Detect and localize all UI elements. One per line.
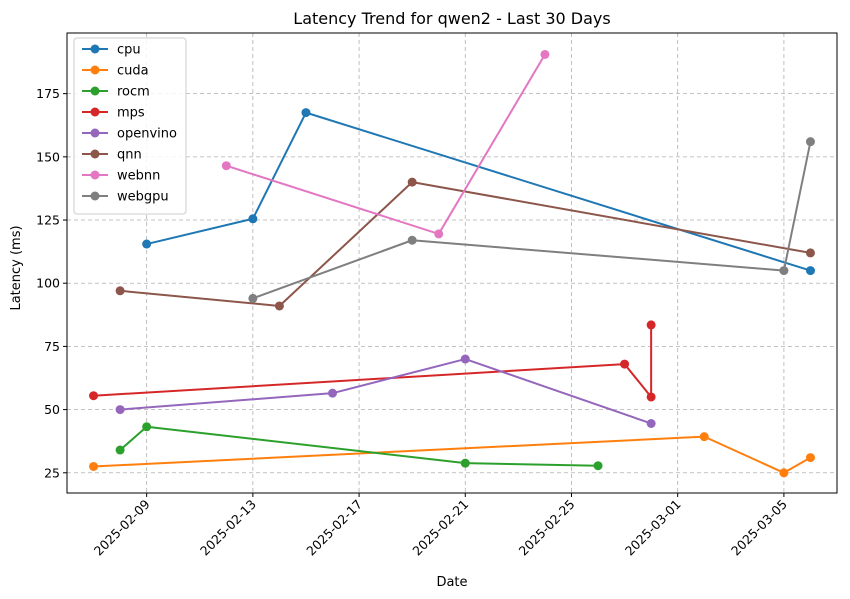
y-tick-label: 75	[44, 339, 60, 354]
legend-label: webnn	[117, 169, 160, 184]
legend-swatch-marker	[90, 149, 100, 159]
data-point-rocm	[460, 458, 470, 468]
legend-item-qnn: qnn	[82, 148, 142, 163]
legend-swatch-marker	[90, 107, 100, 117]
series-line-webgpu	[252, 141, 812, 300]
data-point-openvino	[115, 405, 125, 415]
data-point-cpu	[301, 108, 311, 118]
legend-item-webgpu: webgpu	[82, 190, 169, 205]
series-line-mps	[93, 324, 653, 398]
data-point-webnn	[540, 49, 550, 59]
data-point-qnn	[407, 177, 417, 187]
data-point-qnn	[805, 248, 815, 258]
legend-swatch-marker	[90, 86, 100, 96]
series-line-qnn	[120, 181, 811, 307]
y-axis-label: Latency (ms)	[9, 225, 24, 310]
series-cuda	[89, 432, 815, 478]
data-point-webgpu	[779, 266, 789, 276]
data-point-webnn	[221, 161, 231, 171]
series-line-cpu	[146, 111, 811, 272]
y-tick-label: 125	[36, 213, 60, 228]
legend-item-mps: mps	[82, 106, 145, 121]
legend-label: mps	[117, 106, 145, 121]
plot-frame	[66, 32, 838, 494]
data-point-openvino	[328, 388, 338, 398]
legend: cpu cuda rocm mps openvino qnn webnn webgpu	[73, 37, 187, 215]
data-point-mps	[620, 359, 630, 369]
legend-swatch-marker	[90, 44, 100, 54]
data-point-qnn	[115, 286, 125, 296]
series-webgpu	[248, 137, 815, 303]
chart-title: Latency Trend for qwen2 - Last 30 Days	[293, 9, 610, 28]
series-webnn	[221, 49, 550, 239]
y-tick-label: 150	[36, 149, 60, 164]
data-point-cuda	[779, 468, 789, 478]
data-point-webgpu	[805, 137, 815, 147]
y-tick-label: 50	[44, 402, 60, 417]
data-point-mps	[646, 392, 656, 402]
legend-item-webnn: webnn	[82, 169, 160, 184]
series-openvino	[115, 354, 656, 428]
legend-label: webgpu	[117, 190, 169, 205]
data-point-cpu	[142, 239, 152, 249]
data-point-mps	[89, 391, 99, 401]
x-axis-label: Date	[436, 575, 467, 590]
legend-label: qnn	[117, 148, 142, 163]
legend-label: rocm	[117, 85, 150, 100]
legend-item-rocm: rocm	[82, 85, 150, 100]
legend-swatch-marker	[90, 170, 100, 180]
legend-label: openvino	[117, 127, 177, 142]
data-point-webgpu	[248, 293, 258, 303]
legend-swatch-marker	[90, 128, 100, 138]
legend-swatch-marker	[90, 191, 100, 201]
y-tick-label: 100	[36, 276, 60, 291]
legend-item-openvino: openvino	[82, 127, 177, 142]
data-point-cuda	[89, 461, 99, 471]
data-point-rocm	[142, 422, 152, 432]
plot-series	[89, 49, 815, 478]
data-point-cuda	[805, 453, 815, 463]
legend-label: cpu	[117, 43, 141, 58]
series-mps	[89, 320, 656, 402]
data-point-webnn	[434, 229, 444, 239]
data-point-openvino	[460, 354, 470, 364]
data-point-cpu	[805, 266, 815, 276]
data-point-cuda	[699, 432, 709, 442]
data-point-rocm	[593, 461, 603, 471]
series-line-rocm	[119, 425, 599, 467]
series-cpu	[142, 108, 815, 276]
data-point-mps	[646, 320, 656, 330]
legend-label: cuda	[117, 64, 149, 79]
y-tick-label: 175	[36, 86, 60, 101]
series-qnn	[115, 177, 815, 311]
data-point-cpu	[248, 214, 258, 224]
data-point-rocm	[115, 445, 125, 455]
legend-box	[73, 37, 187, 215]
series-line-openvino	[120, 358, 652, 425]
grid-lines	[67, 33, 837, 493]
data-point-qnn	[274, 301, 284, 311]
y-tick-label: 25	[44, 465, 60, 480]
legend-swatch-marker	[90, 65, 100, 75]
series-line-cuda	[93, 435, 811, 474]
legend-item-cpu: cpu	[82, 43, 141, 58]
legend-item-cuda: cuda	[82, 64, 149, 79]
data-point-openvino	[646, 418, 656, 428]
series-rocm	[115, 422, 603, 471]
data-point-webgpu	[407, 235, 417, 245]
